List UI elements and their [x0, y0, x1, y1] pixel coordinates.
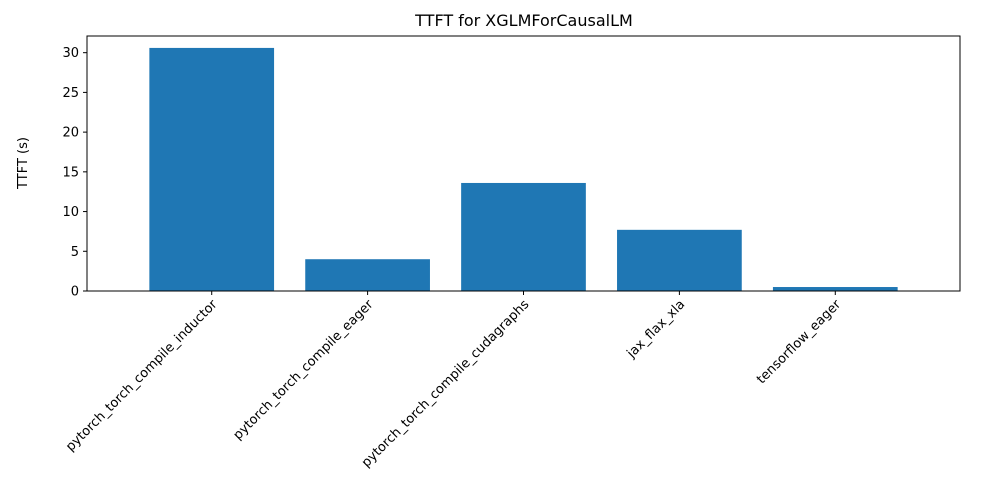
- x-tick-label: tensorflow_eager: [754, 297, 844, 387]
- y-tick-label: 5: [71, 245, 79, 260]
- plot-frame: [86, 35, 961, 292]
- bar-pytorch_torch_compile_inductor: [149, 47, 275, 291]
- bars-layer: [149, 47, 898, 291]
- bar-pytorch_torch_compile_cudagraphs: [461, 182, 586, 291]
- y-tick-label: 30: [62, 46, 79, 61]
- y-tick-label: 10: [62, 205, 79, 220]
- y-tick-label: 0: [71, 285, 79, 300]
- x-axis-ticks: pytorch_torch_compile_inductor pytorch_to…: [63, 291, 845, 471]
- x-tick-label: pytorch_torch_compile_eager: [231, 297, 377, 443]
- y-tick-label: 20: [62, 126, 79, 141]
- y-axis-label: TTFT (s): [16, 137, 31, 190]
- chart-title: TTFT for XGLMForCausalLM: [414, 11, 633, 30]
- y-axis-ticks: 0 5 10 15 20 25 30: [62, 46, 87, 300]
- bar-tensorflow_eager: [772, 287, 898, 291]
- x-tick-label: pytorch_torch_compile_cudagraphs: [359, 297, 532, 470]
- bar-pytorch_torch_compile_eager: [305, 259, 430, 291]
- bar-jax_flax_xla: [617, 229, 742, 291]
- y-tick-label: 15: [62, 165, 79, 180]
- x-tick-label: pytorch_torch_compile_inductor: [63, 297, 221, 455]
- y-tick-label: 25: [62, 86, 79, 101]
- x-tick-label: jax_flax_xla: [624, 297, 689, 362]
